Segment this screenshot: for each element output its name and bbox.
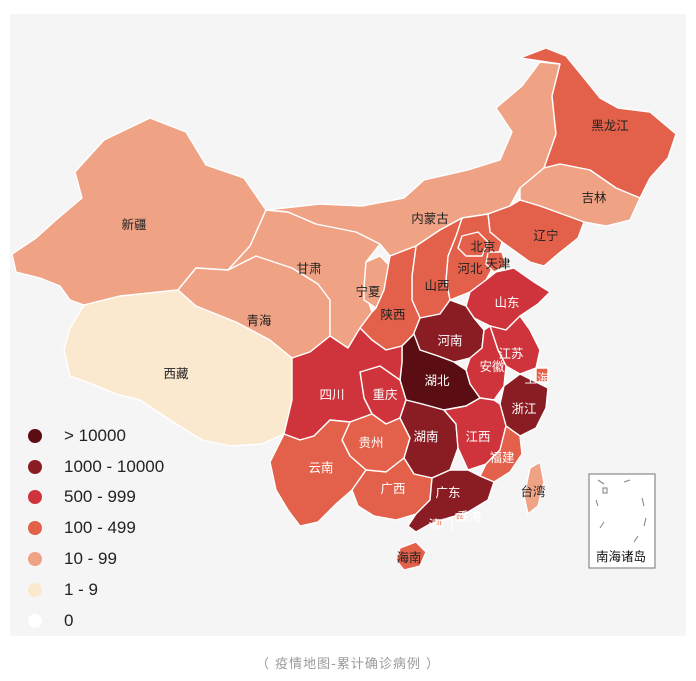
province-tianjin[interactable] — [485, 251, 507, 273]
legend-label: 1 - 9 — [64, 580, 99, 599]
legend-label: 0 — [64, 611, 74, 630]
map-caption: （ 疫情地图-累计确诊病例 ） — [256, 657, 440, 672]
province-shanghai[interactable] — [535, 367, 549, 383]
nine-dash-line — [595, 479, 647, 543]
legend-label: 10 - 99 — [64, 549, 117, 568]
legend-label: 500 - 999 — [64, 487, 136, 506]
province-xianggang[interactable] — [455, 513, 465, 521]
province-beijing[interactable] — [457, 231, 489, 257]
legend-item-1-9[interactable]: 1 - 9 — [28, 579, 98, 601]
province-heilongjiang[interactable] — [519, 47, 677, 199]
legend-swatch — [28, 552, 42, 566]
legend-item-10-99[interactable]: 10 - 99 — [28, 548, 117, 570]
legend-item-gt10000[interactable]: > 10000 — [28, 425, 126, 447]
legend-swatch — [28, 583, 42, 597]
legend-item-500-999[interactable]: 500 - 999 — [28, 486, 136, 508]
south-china-sea-inset — [588, 473, 656, 569]
legend-label: 100 - 499 — [64, 518, 136, 537]
legend-label: 1000 - 10000 — [64, 457, 165, 476]
legend-swatch — [28, 490, 42, 504]
legend-swatch — [28, 429, 42, 443]
legend-swatch — [28, 614, 42, 628]
legend-label: > 10000 — [64, 426, 126, 445]
legend-item-100-499[interactable]: 100 - 499 — [28, 517, 136, 539]
province-hainan[interactable] — [395, 541, 427, 571]
province-taiwan[interactable] — [523, 461, 545, 515]
legend-item-1000-10000[interactable]: 1000 - 10000 — [28, 456, 164, 478]
legend-item-0[interactable]: 0 — [28, 610, 73, 632]
legend-swatch — [28, 521, 42, 535]
province-aomen[interactable] — [435, 519, 443, 527]
legend-swatch — [28, 460, 42, 474]
